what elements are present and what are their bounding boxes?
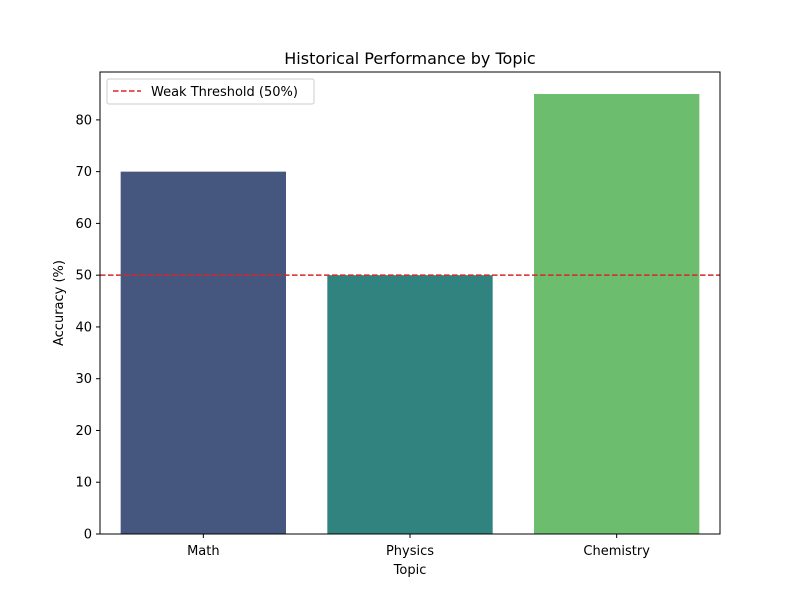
x-tick-label-math: Math [187,544,220,559]
y-tick-label-40: 40 [75,320,92,335]
bar-physics [327,275,493,534]
bar-chemistry [534,94,700,534]
bar-group [120,94,700,534]
legend: Weak Threshold (50%) [106,78,315,105]
y-tick-label-80: 80 [75,113,92,128]
y-tick-label-10: 10 [75,476,92,491]
bar-math [120,171,287,534]
y-tick-label-0: 0 [84,528,92,543]
y-tick-label-30: 30 [75,372,92,387]
y-tick-label-50: 50 [75,269,92,284]
y-tick-label-70: 70 [75,165,92,180]
y-axis: 0 10 20 30 40 50 60 70 80 [75,113,100,543]
chart-title: Historical Performance by Topic [284,49,535,68]
x-axis-label: Topic [393,563,427,578]
y-tick-label-20: 20 [75,424,92,439]
y-tick-label-60: 60 [75,217,92,232]
legend-entry-weak-threshold: Weak Threshold (50%) [151,85,298,100]
y-axis-label: Accuracy (%) [52,260,67,346]
x-tick-label-chemistry: Chemistry [583,544,650,559]
plot-frame [99,71,721,535]
x-axis: Math Physics Chemistry [187,534,650,559]
x-tick-label-physics: Physics [386,544,434,559]
legend-box [106,78,315,105]
